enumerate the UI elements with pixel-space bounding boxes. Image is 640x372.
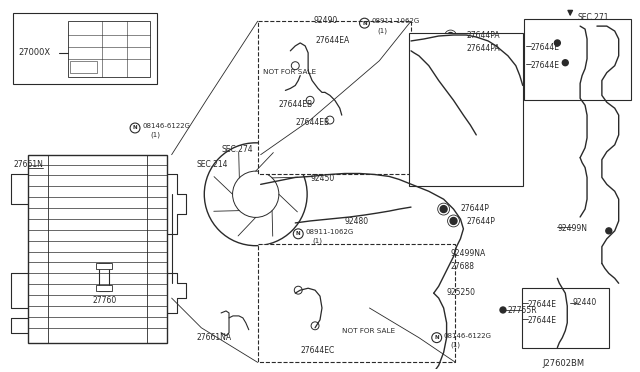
Text: 27760: 27760	[93, 296, 116, 305]
Text: N: N	[296, 231, 301, 236]
Text: 27000X: 27000X	[19, 48, 51, 57]
Text: 27644EB: 27644EB	[278, 100, 312, 109]
Text: 92480: 92480	[345, 217, 369, 226]
Circle shape	[447, 32, 454, 39]
Text: 27661NA: 27661NA	[196, 333, 232, 342]
Circle shape	[444, 251, 449, 257]
Circle shape	[500, 307, 506, 313]
Text: 08146-6122G: 08146-6122G	[444, 333, 492, 339]
Text: 27688: 27688	[451, 262, 474, 270]
Bar	[97, 263, 112, 269]
Text: 27644PA: 27644PA	[467, 44, 500, 53]
Text: 27644E: 27644E	[531, 61, 559, 70]
Text: 08911-1062G: 08911-1062G	[305, 229, 353, 235]
Text: 92450: 92450	[310, 174, 334, 183]
Text: 27644E: 27644E	[528, 300, 557, 309]
Text: SEC.274: SEC.274	[221, 145, 253, 154]
Text: 27644P: 27644P	[467, 217, 495, 226]
Text: 925250: 925250	[447, 288, 476, 297]
Circle shape	[554, 40, 561, 46]
Text: (1): (1)	[150, 132, 160, 138]
Text: (1): (1)	[378, 27, 387, 33]
Text: 92490: 92490	[313, 16, 337, 25]
Bar	[258, 244, 456, 362]
Text: 08146-6122G: 08146-6122G	[143, 123, 191, 129]
Text: 92499N: 92499N	[557, 224, 588, 233]
Text: 27755R: 27755R	[508, 306, 538, 315]
Bar	[68, 21, 150, 77]
Text: N: N	[435, 335, 439, 340]
Circle shape	[441, 275, 447, 281]
Text: 27644EC: 27644EC	[300, 346, 335, 355]
Bar	[524, 19, 630, 100]
Text: N: N	[362, 21, 367, 26]
Bar	[28, 155, 166, 343]
Text: SEC.214: SEC.214	[196, 160, 228, 169]
Text: 27644PA: 27644PA	[467, 31, 500, 40]
Bar	[99, 263, 109, 291]
Text: 27644E: 27644E	[528, 316, 557, 325]
Bar	[70, 61, 97, 73]
Text: 27644EA: 27644EA	[315, 36, 349, 45]
Bar	[13, 13, 157, 84]
Text: 27644P: 27644P	[460, 204, 490, 213]
Text: NOT FOR SALE: NOT FOR SALE	[262, 69, 316, 75]
Text: 92499NA: 92499NA	[451, 248, 486, 258]
Bar	[409, 33, 523, 186]
Text: (1): (1)	[312, 238, 322, 244]
Bar	[522, 288, 609, 347]
Text: 08911-1062G: 08911-1062G	[371, 18, 420, 24]
Bar	[97, 285, 112, 291]
Circle shape	[436, 305, 442, 311]
Circle shape	[440, 206, 447, 212]
Text: N: N	[132, 125, 138, 131]
Text: 92440: 92440	[572, 298, 596, 307]
Circle shape	[563, 60, 568, 66]
Text: J27602BM: J27602BM	[543, 359, 585, 368]
Text: 27644EB: 27644EB	[295, 118, 330, 127]
Circle shape	[450, 218, 457, 224]
Text: SEC.271: SEC.271	[577, 13, 609, 22]
Text: (1): (1)	[451, 341, 461, 348]
Text: 27644E: 27644E	[531, 43, 559, 52]
Text: 27661N: 27661N	[13, 160, 44, 169]
Circle shape	[606, 228, 612, 234]
Text: NOT FOR SALE: NOT FOR SALE	[342, 328, 395, 334]
Bar	[258, 21, 411, 174]
